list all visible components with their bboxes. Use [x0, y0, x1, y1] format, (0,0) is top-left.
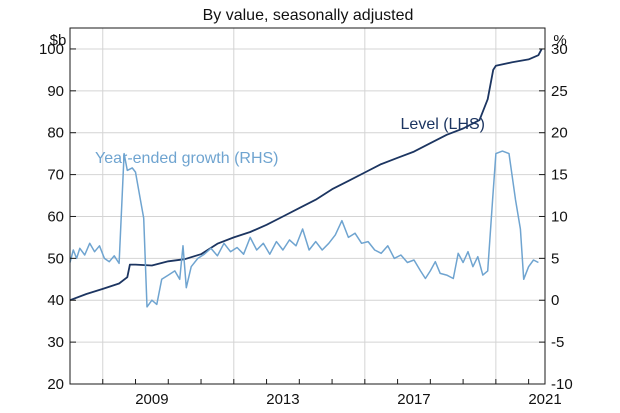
axis-ticks: 20 30 40 50 60 70 80 90 100 -10 -5 0 5 10 15 20 25 30 2009…: [39, 41, 573, 408]
x-tick-label: 2017: [397, 391, 430, 408]
left-tick-label: 70: [47, 167, 64, 184]
level-series-line: [69, 48, 543, 302]
chart-title: By value, seasonally adjusted: [203, 7, 414, 24]
right-tick-label: 25: [551, 83, 568, 100]
series-lines: [69, 48, 543, 308]
growth-series-label: Year-ended growth (RHS): [95, 150, 279, 167]
left-tick-label: 80: [47, 125, 64, 142]
x-tick-label: 2013: [266, 391, 299, 408]
right-tick-label: 20: [551, 125, 568, 142]
right-tick-label: 15: [551, 167, 568, 184]
right-axis-unit: %: [553, 32, 566, 49]
left-tick-label: 60: [47, 208, 64, 225]
growth-series-line: [69, 150, 539, 308]
right-tick-label: 10: [551, 208, 568, 225]
left-tick-label: 50: [47, 250, 64, 267]
left-tick-label: 20: [47, 376, 64, 393]
right-tick-label: -5: [551, 334, 564, 351]
right-tick-label: -10: [551, 376, 573, 393]
left-axis-unit: $b: [50, 32, 67, 49]
right-tick-label: 30: [551, 41, 568, 58]
x-tick-label: 2021: [528, 391, 561, 408]
level-series-label: Level (LHS): [401, 116, 485, 133]
plot-frame: [69, 27, 546, 385]
left-tick-label: 100: [39, 41, 64, 58]
left-tick-label: 40: [47, 292, 64, 309]
left-tick-label: 30: [47, 334, 64, 351]
series-labels: Level (LHS) Year-ended growth (RHS): [95, 116, 485, 167]
right-tick-label: 5: [551, 250, 559, 267]
left-tick-label: 90: [47, 83, 64, 100]
right-tick-label: 0: [551, 292, 559, 309]
x-tick-label: 2009: [135, 391, 168, 408]
gridlines: [70, 28, 545, 385]
